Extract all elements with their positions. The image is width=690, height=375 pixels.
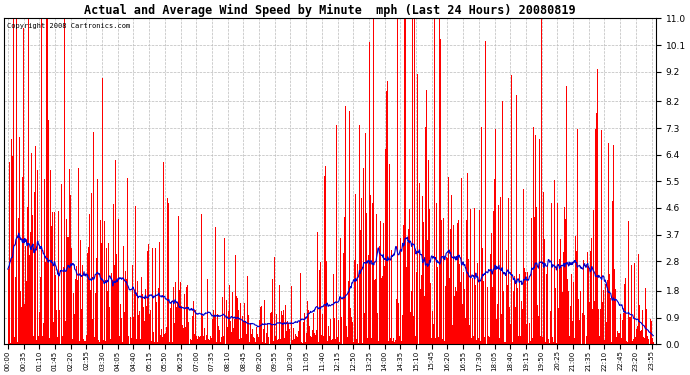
Title: Actual and Average Wind Speed by Minute  mph (Last 24 Hours) 20080819: Actual and Average Wind Speed by Minute … — [84, 4, 576, 17]
Text: Copyright 2008 Cartronics.com: Copyright 2008 Cartronics.com — [8, 23, 130, 29]
